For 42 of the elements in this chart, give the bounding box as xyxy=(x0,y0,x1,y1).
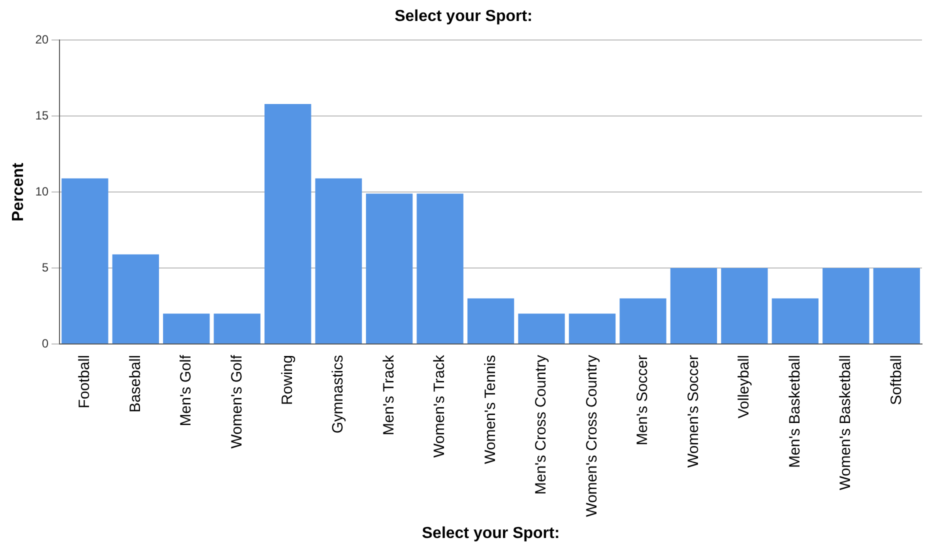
bar xyxy=(568,314,616,344)
bar xyxy=(366,194,413,344)
x-tick-label: Men's Cross Country xyxy=(532,354,550,495)
x-tick-label: Softball xyxy=(888,355,905,406)
y-tick-label: 15 xyxy=(35,108,49,122)
x-tick-label: Women's Cross Country xyxy=(583,354,600,517)
chart-title: Select your Sport: xyxy=(394,8,532,26)
y-axis-title: Percent xyxy=(10,162,28,222)
bar xyxy=(416,194,464,344)
bar xyxy=(873,268,920,344)
bar xyxy=(112,254,159,344)
bar xyxy=(772,298,819,344)
bar xyxy=(315,178,362,344)
x-tick-label: Men's Track xyxy=(380,354,398,436)
x-tick-label: Men's Basketball xyxy=(786,355,804,468)
y-tick-label: 10 xyxy=(35,184,49,198)
x-tick-label: Baseball xyxy=(126,355,144,413)
x-tick-label: Men's Golf xyxy=(178,354,195,426)
bar xyxy=(264,104,312,344)
bar xyxy=(518,314,565,344)
x-tick-label: Women's Tennis xyxy=(482,355,499,464)
bar xyxy=(62,178,108,344)
y-tick-label: 5 xyxy=(42,260,49,274)
x-tick-label: Gymnastics xyxy=(330,355,347,434)
x-tick-label: Women's Basketball xyxy=(837,355,854,490)
x-tick-label: Football xyxy=(76,355,94,408)
x-tick-label: Women's Golf xyxy=(228,354,246,448)
bar xyxy=(721,268,768,344)
y-tick-label: 0 xyxy=(42,336,49,350)
bar xyxy=(670,268,718,344)
bar xyxy=(163,314,210,344)
x-tick-label: Rowing xyxy=(278,355,296,406)
x-tick-label: Volleyball xyxy=(736,355,753,418)
bar xyxy=(822,268,870,344)
x-axis-title: Select your Sport: xyxy=(422,524,560,542)
x-tick-label: Women's Track xyxy=(431,354,448,458)
x-tick-label: Women's Soccer xyxy=(684,354,702,468)
bar xyxy=(620,298,666,344)
bar xyxy=(214,314,260,344)
x-tick-label: Men's Soccer xyxy=(634,355,652,446)
bar xyxy=(467,298,514,344)
y-tick-label: 20 xyxy=(35,32,49,47)
